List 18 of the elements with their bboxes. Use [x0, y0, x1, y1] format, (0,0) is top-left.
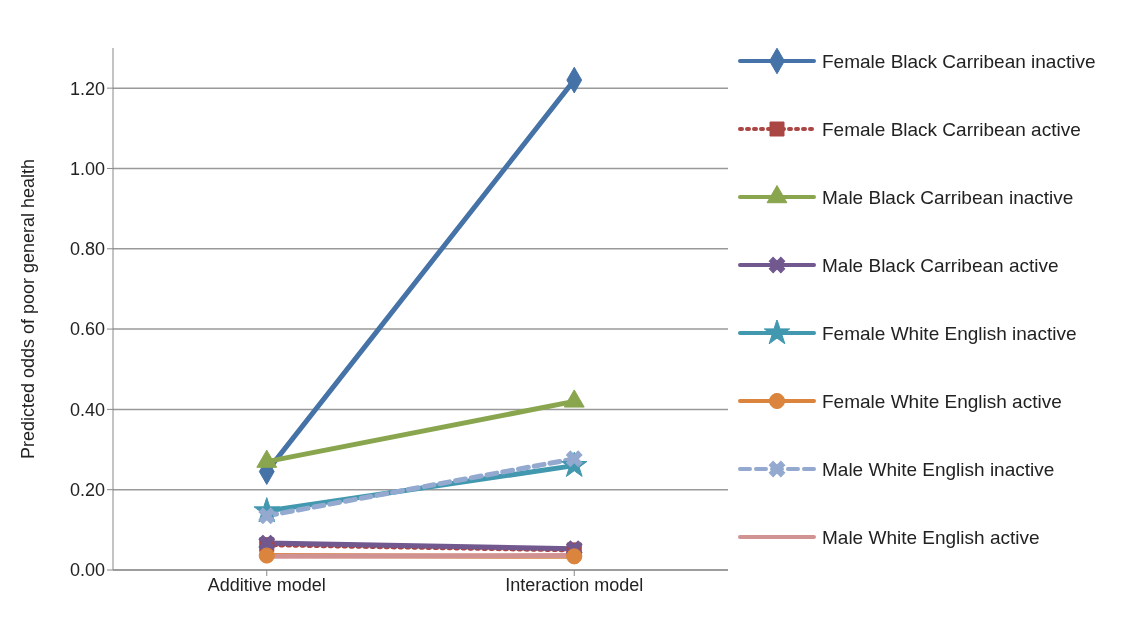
legend-label: Female White English inactive — [822, 322, 1078, 346]
legend-label: Female White English active — [822, 390, 1063, 414]
y-tick-label: 1.20 — [69, 78, 105, 99]
legend-label: Male White English active — [822, 526, 1041, 550]
x-tick-label: Interaction model — [505, 574, 644, 595]
legend-label: Male Black Carribean inactive — [822, 186, 1075, 210]
y-tick-label: 0.60 — [69, 319, 105, 340]
y-tick-label: 0.40 — [69, 399, 105, 420]
y-tick-label: 0.00 — [69, 560, 105, 581]
y-tick-label: 1.00 — [69, 158, 105, 179]
legend-label: Male White English inactive — [822, 458, 1056, 482]
y-tick-label: 0.80 — [69, 239, 105, 260]
x-tick-label: Additive model — [207, 574, 326, 595]
legend-label: Female Black Carribean inactive — [822, 50, 1097, 74]
y-tick-label: 0.20 — [69, 480, 105, 501]
y-axis-title: Predicted odds of poor general health — [18, 158, 39, 460]
legend-label: Female Black Carribean active — [822, 118, 1082, 142]
legend-label: Male Black Carribean active — [822, 254, 1060, 278]
